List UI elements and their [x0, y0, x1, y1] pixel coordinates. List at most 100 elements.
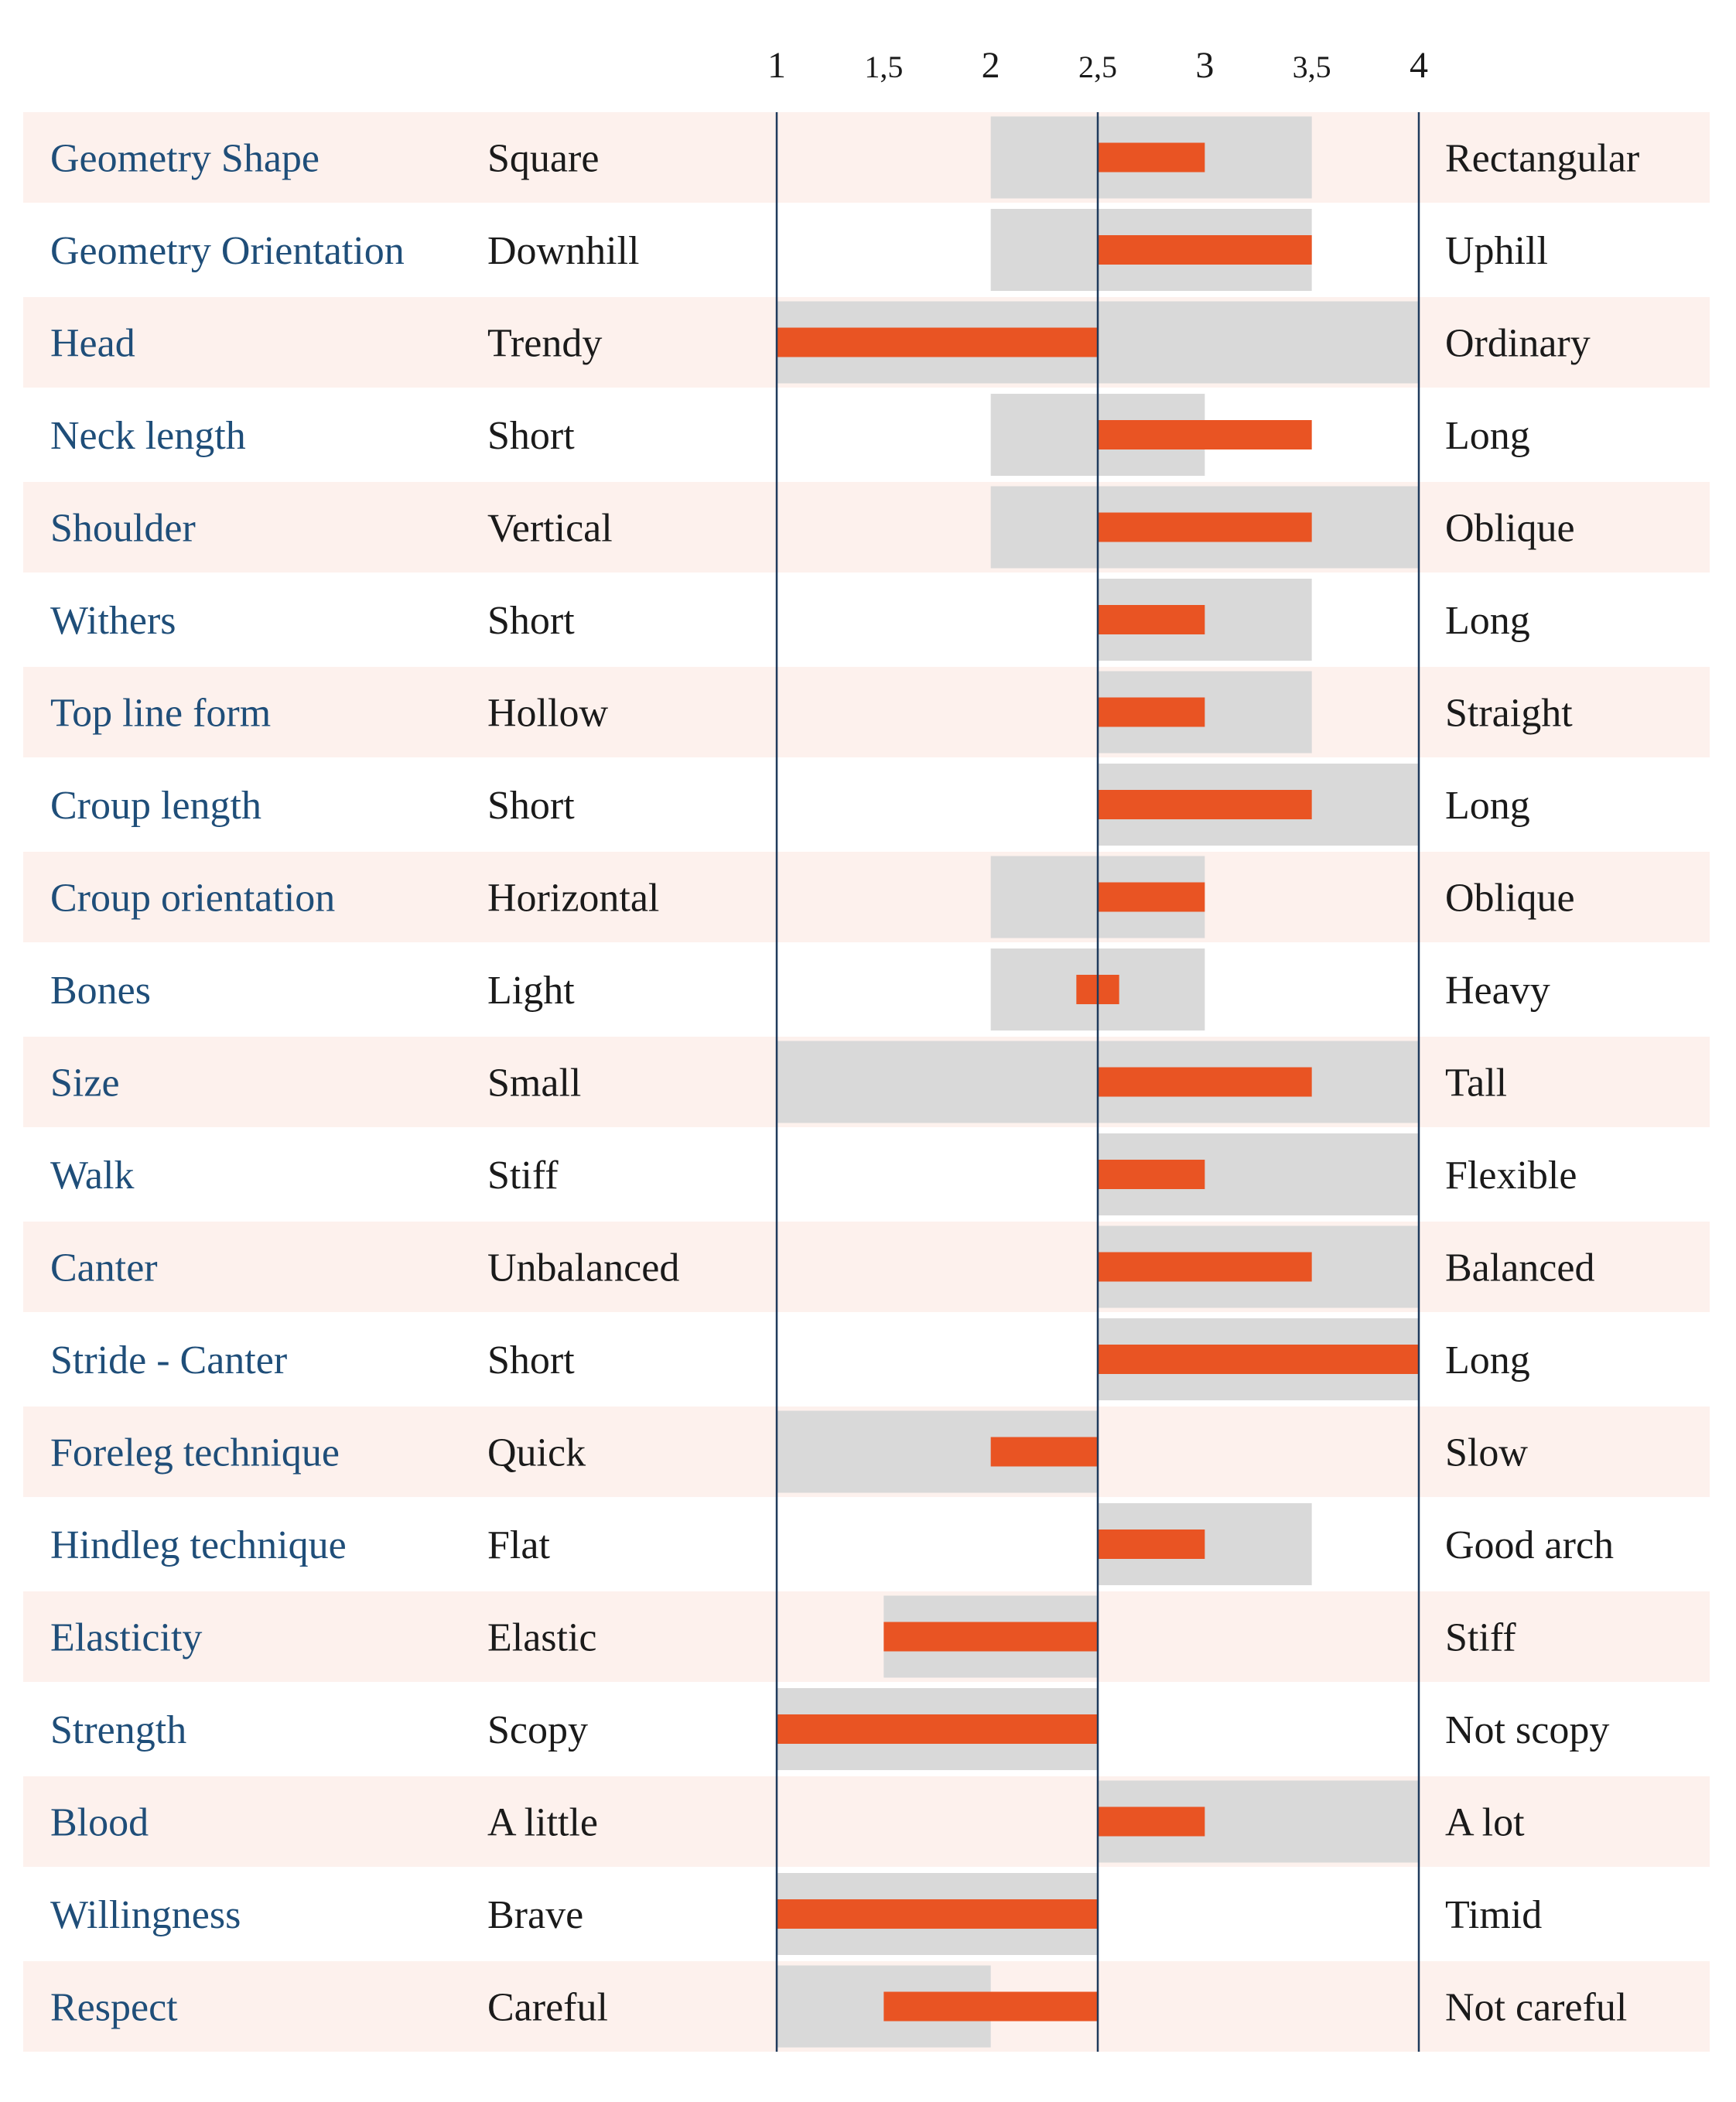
low-pole-label: Short	[487, 599, 575, 643]
value-bar	[1098, 882, 1205, 912]
low-pole-label: Vertical	[487, 507, 613, 551]
low-pole-label: A little	[487, 1801, 598, 1845]
low-pole-label: Light	[487, 969, 575, 1013]
trait-label: Walk	[50, 1154, 134, 1198]
axis-ticks: 1 1,5 2 2,5 3 3,5 4	[767, 45, 1428, 86]
trait-label: Neck length	[50, 414, 246, 458]
high-pole-label: Rectangular	[1445, 137, 1639, 181]
trait-label: Strength	[50, 1708, 186, 1752]
high-pole-label: Slow	[1445, 1431, 1528, 1475]
tick-label: 4	[1410, 45, 1428, 86]
low-pole-label: Careful	[487, 1986, 608, 2030]
high-pole-label: Timid	[1445, 1893, 1542, 1937]
row-band	[23, 1222, 1710, 1312]
high-pole-label: Flexible	[1445, 1154, 1577, 1198]
tick-label: 3	[1195, 45, 1214, 86]
tick-label: 2,5	[1078, 50, 1117, 84]
low-pole-label: Elastic	[487, 1616, 597, 1660]
value-bar	[1098, 1252, 1312, 1282]
low-pole-label: Square	[487, 137, 599, 181]
high-pole-label: Long	[1445, 599, 1530, 643]
low-pole-label: Short	[487, 414, 575, 458]
value-bar	[1098, 790, 1312, 819]
high-pole-label: Tall	[1445, 1061, 1507, 1106]
value-bar	[1098, 1345, 1419, 1374]
high-pole-label: Oblique	[1445, 877, 1575, 921]
trait-label: Stride - Canter	[50, 1338, 287, 1383]
high-pole-label: Long	[1445, 414, 1530, 458]
value-bar	[1098, 697, 1205, 727]
high-pole-label: Not careful	[1445, 1986, 1627, 2030]
low-pole-label: Quick	[487, 1431, 586, 1475]
trait-label: Top line form	[50, 692, 271, 736]
low-pole-label: Short	[487, 784, 575, 828]
high-pole-label: Straight	[1445, 692, 1573, 736]
value-bar	[1098, 142, 1205, 173]
low-pole-label: Unbalanced	[487, 1246, 679, 1290]
row-labels: Geometry Shape Square Rectangular Geometry …	[50, 137, 1639, 2030]
row-band	[23, 852, 1710, 942]
value-bar	[883, 1622, 1098, 1652]
value-bar	[1098, 512, 1312, 542]
trait-label: Shoulder	[50, 507, 196, 551]
low-pole-label: Short	[487, 1338, 575, 1383]
low-pole-label: Hollow	[487, 692, 608, 736]
trait-label: Withers	[50, 599, 176, 643]
value-bar	[1098, 235, 1312, 265]
trait-label: Blood	[50, 1801, 149, 1845]
axis-lines	[775, 112, 1420, 2052]
value-bar	[1098, 1067, 1312, 1097]
high-pole-label: Ordinary	[1445, 322, 1591, 366]
trait-label: Hindleg technique	[50, 1523, 347, 1567]
high-pole-label: Oblique	[1445, 507, 1575, 551]
value-bar	[1098, 1530, 1205, 1559]
low-pole-label: Trendy	[487, 322, 602, 366]
trait-label: Croup length	[50, 784, 261, 828]
value-bar	[883, 1991, 1098, 2022]
low-pole-label: Downhill	[487, 229, 639, 273]
trait-label: Elasticity	[50, 1616, 202, 1660]
row-band	[23, 1776, 1710, 1867]
trait-label: Geometry Orientation	[50, 229, 405, 273]
row-band	[23, 1591, 1710, 1682]
low-pole-label: Scopy	[487, 1708, 588, 1752]
value-bar	[1098, 1806, 1205, 1837]
value-bar	[777, 1899, 1098, 1929]
row-band	[23, 667, 1710, 757]
high-pole-label: Long	[1445, 784, 1530, 828]
value-bar	[990, 1437, 1098, 1467]
value-bars	[777, 142, 1419, 2022]
high-pole-label: Not scopy	[1445, 1708, 1609, 1752]
tick-label: 1,5	[864, 50, 903, 84]
low-pole-label: Stiff	[487, 1154, 559, 1198]
trait-label: Head	[50, 322, 135, 366]
value-bar	[1098, 605, 1205, 634]
tick-label: 1	[767, 45, 786, 86]
high-pole-label: Balanced	[1445, 1246, 1594, 1290]
value-bar	[777, 327, 1098, 357]
value-bar	[1098, 1160, 1205, 1189]
row-band	[23, 112, 1710, 203]
tick-label: 3,5	[1293, 50, 1331, 84]
value-bar	[1098, 420, 1312, 449]
low-pole-label: Brave	[487, 1893, 583, 1937]
row-band	[23, 482, 1710, 572]
high-pole-label: Uphill	[1445, 229, 1548, 273]
trait-label: Respect	[50, 1986, 178, 2030]
trait-label: Geometry Shape	[50, 137, 320, 181]
high-pole-label: Long	[1445, 1338, 1530, 1383]
trait-label: Foreleg technique	[50, 1431, 340, 1475]
high-pole-label: Good arch	[1445, 1523, 1614, 1567]
trait-label: Size	[50, 1061, 120, 1106]
high-pole-label: A lot	[1445, 1801, 1525, 1845]
trait-label: Canter	[50, 1246, 158, 1290]
low-pole-label: Horizontal	[487, 877, 659, 921]
high-pole-label: Heavy	[1445, 969, 1550, 1013]
trait-label: Bones	[50, 969, 151, 1013]
low-pole-label: Flat	[487, 1523, 550, 1567]
trait-label: Willingness	[50, 1893, 241, 1937]
value-bar	[777, 1714, 1098, 1744]
tick-label: 2	[982, 45, 1000, 86]
low-pole-label: Small	[487, 1061, 581, 1106]
